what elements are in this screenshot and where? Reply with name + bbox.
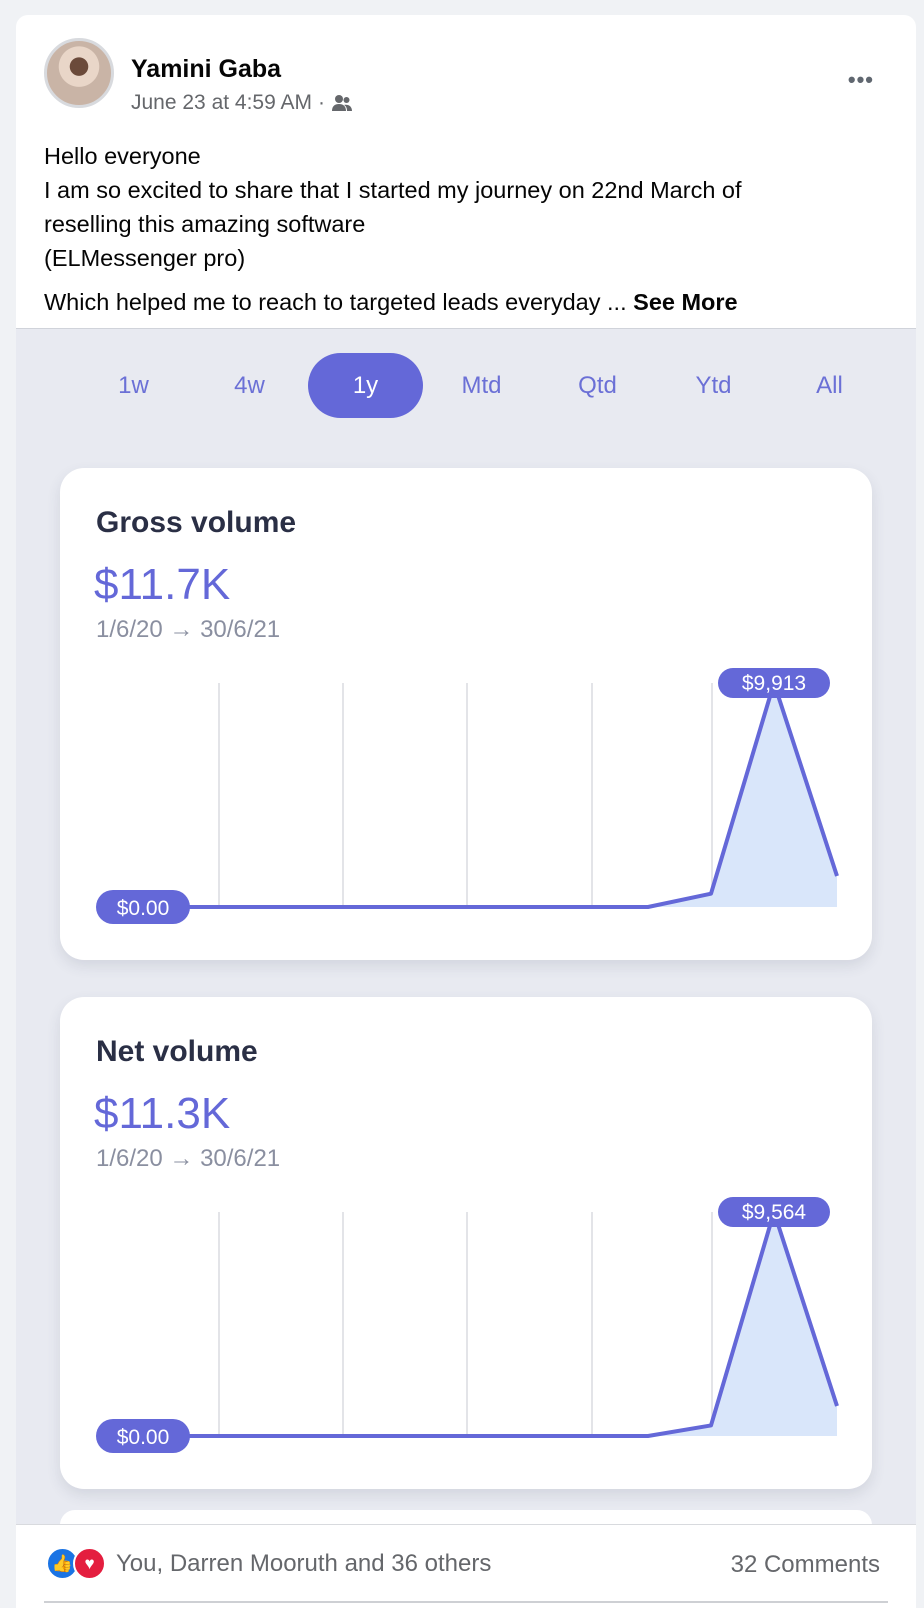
baseline-label: $0.00	[117, 1426, 170, 1449]
tab-all[interactable]: All	[816, 372, 843, 399]
text-line: I am so excited to share that I started …	[44, 177, 742, 203]
more-options-icon[interactable]: •••	[847, 67, 874, 92]
card-range: 1/6/20 → 30/6/21	[96, 1145, 281, 1172]
baseline-pill	[96, 1419, 190, 1453]
card-title: Gross volume	[96, 506, 297, 539]
tab-1y[interactable]: 1y	[308, 353, 423, 418]
comments-count[interactable]: 32 Comments	[730, 1551, 880, 1578]
peak-label: $9,913	[742, 672, 806, 695]
card-total: $11.3K	[94, 1089, 231, 1138]
heart-icon: ♥	[73, 1547, 106, 1580]
reactions[interactable]: 👍 ♥ You, Darren Mooruth and 36 others	[46, 1547, 491, 1580]
baseline-pill	[96, 890, 190, 924]
tab-mtd[interactable]: Mtd	[461, 372, 502, 399]
tab-ytd[interactable]: Ytd	[695, 372, 732, 399]
period-tabs: 1w 4w 1y Mtd Qtd Ytd All	[76, 353, 876, 418]
see-more-link[interactable]: See More	[633, 289, 738, 315]
tab-4w[interactable]: 4w	[234, 372, 265, 399]
peak-pill	[718, 668, 830, 698]
peak-pill	[718, 1197, 830, 1227]
gross-volume-card: Gross volume $11.7K 1/6/20 → 30/6/21 $0.…	[60, 468, 872, 960]
timestamp[interactable]: June 23 at 4:59 AM	[131, 91, 312, 114]
card-range: 1/6/20 → 30/6/21	[96, 616, 281, 643]
text-line: reselling this amazing software	[44, 211, 366, 237]
card-title: Net volume	[96, 1035, 258, 1068]
divider	[44, 1601, 888, 1603]
net-volume-card: Net volume $11.3K 1/6/20 → 30/6/21 $0.00…	[60, 997, 872, 1489]
post-card: Yamini Gaba June 23 at 4:59 AM · ••• Hel…	[16, 15, 916, 1608]
avatar[interactable]	[44, 38, 114, 108]
separator: ·	[317, 91, 325, 114]
next-card	[60, 1510, 872, 1524]
series-line	[144, 681, 839, 909]
dashboard-image: 1w 4w 1y Mtd Qtd Ytd All Gross volume $11.7K 1…	[16, 328, 916, 1524]
text-fragment: Which helped me to reach to targeted lea…	[44, 289, 634, 315]
gross-volume-chart: $0.00 $9,913	[96, 668, 839, 924]
peak-label: $9,564	[742, 1201, 807, 1224]
tab-1w[interactable]: 1w	[118, 372, 149, 399]
post-meta: June 23 at 4:59 AM ·	[131, 91, 353, 115]
text-line: (ELMessenger pro)	[44, 245, 246, 271]
post-text: Hello everyone I am so excited to share …	[44, 139, 894, 319]
reactions-text[interactable]: You, Darren Mooruth and 36 others	[116, 1549, 492, 1577]
text-line-last: Which helped me to reach to targeted lea…	[44, 285, 894, 319]
series-line	[144, 1210, 839, 1438]
friends-icon	[331, 95, 352, 111]
text-line: Hello everyone	[44, 143, 201, 169]
card-total: $11.7K	[94, 560, 231, 609]
tab-qtd[interactable]: Qtd	[578, 372, 617, 399]
net-volume-chart: $0.00 $9,564	[96, 1197, 839, 1453]
baseline-label: $0.00	[117, 897, 170, 920]
author-name[interactable]: Yamini Gaba	[131, 55, 282, 83]
post-footer: 👍 ♥ You, Darren Mooruth and 36 others 32…	[16, 1524, 916, 1608]
